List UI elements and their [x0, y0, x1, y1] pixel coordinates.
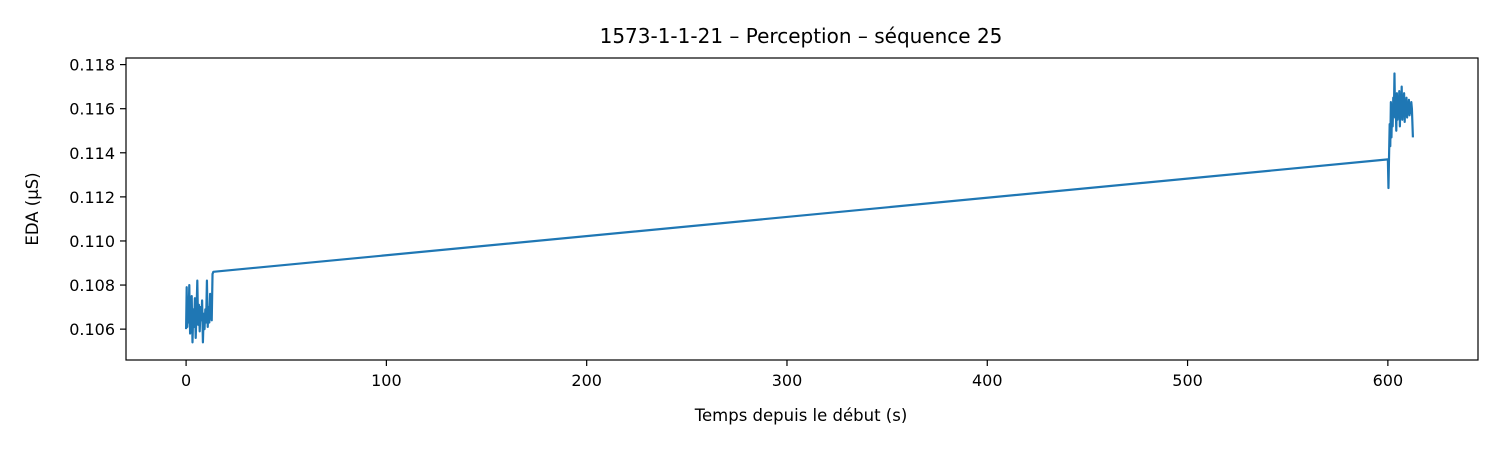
x-tick-label: 200: [571, 371, 602, 390]
y-axis-label: EDA (µS): [23, 172, 42, 245]
x-tick-label: 300: [772, 371, 803, 390]
y-tick-label: 0.118: [69, 56, 115, 75]
x-tick-label: 500: [1172, 371, 1203, 390]
y-axis-ticks: 0.106 0.108 0.110 0.112 0.114 0.116 0.118: [69, 56, 126, 339]
x-tick-label: 100: [371, 371, 402, 390]
y-tick-label: 0.108: [69, 276, 115, 295]
x-tick-label: 400: [972, 371, 1003, 390]
x-tick-label: 600: [1373, 371, 1404, 390]
y-tick-label: 0.114: [69, 144, 115, 163]
y-tick-label: 0.116: [69, 100, 115, 119]
x-axis-label: Temps depuis le début (s): [694, 406, 908, 425]
chart-title: 1573-1-1-21 – Perception – séquence 25: [600, 24, 1003, 48]
x-axis-ticks: 0 100 200 300 400 500 600: [181, 360, 1403, 390]
y-tick-label: 0.110: [69, 232, 115, 251]
y-tick-label: 0.112: [69, 188, 115, 207]
series-line: [184, 72, 1414, 344]
y-tick-label: 0.106: [69, 320, 115, 339]
x-tick-label: 0: [181, 371, 191, 390]
plot-frame: [125, 57, 1479, 361]
